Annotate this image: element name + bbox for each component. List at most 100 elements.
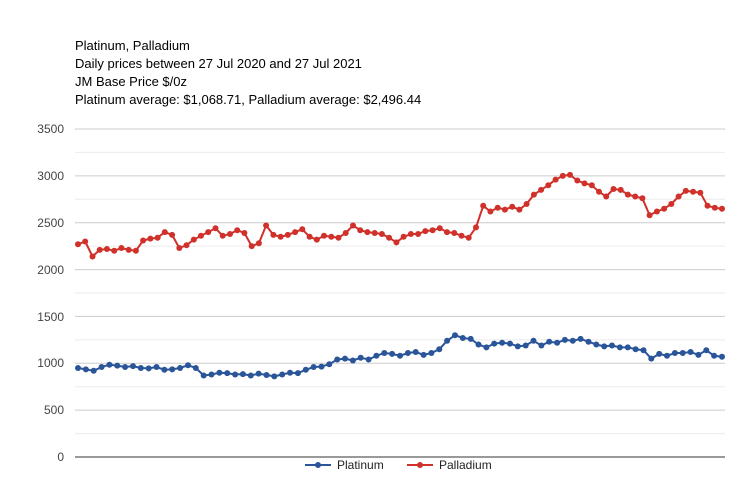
- data-point[interactable]: [420, 351, 427, 358]
- data-point[interactable]: [342, 230, 349, 236]
- data-point[interactable]: [444, 229, 450, 236]
- data-point[interactable]: [205, 229, 212, 236]
- data-point[interactable]: [596, 188, 602, 195]
- data-point[interactable]: [200, 372, 207, 379]
- data-point[interactable]: [349, 357, 356, 364]
- data-point[interactable]: [313, 236, 320, 243]
- data-point[interactable]: [75, 365, 81, 371]
- data-point[interactable]: [326, 361, 333, 368]
- data-point[interactable]: [386, 234, 393, 241]
- data-point[interactable]: [137, 365, 144, 371]
- data-point[interactable]: [224, 370, 231, 377]
- data-point[interactable]: [487, 208, 494, 215]
- data-point[interactable]: [263, 222, 270, 229]
- data-point[interactable]: [704, 202, 711, 209]
- data-point[interactable]: [480, 202, 487, 209]
- data-point[interactable]: [554, 339, 561, 346]
- data-point[interactable]: [648, 355, 655, 362]
- data-point[interactable]: [475, 341, 482, 348]
- data-point[interactable]: [185, 362, 191, 369]
- data-point[interactable]: [114, 362, 121, 369]
- data-point[interactable]: [161, 366, 168, 373]
- data-point[interactable]: [393, 239, 400, 246]
- data-point[interactable]: [294, 370, 301, 377]
- data-point[interactable]: [661, 205, 668, 212]
- data-point[interactable]: [299, 226, 306, 233]
- data-point[interactable]: [153, 364, 160, 370]
- data-point[interactable]: [509, 203, 516, 210]
- data-point[interactable]: [306, 233, 313, 240]
- data-point[interactable]: [428, 350, 435, 356]
- data-point[interactable]: [653, 208, 660, 215]
- data-point[interactable]: [103, 246, 110, 252]
- data-point[interactable]: [656, 350, 663, 357]
- data-point[interactable]: [703, 347, 710, 354]
- data-point[interactable]: [538, 342, 545, 349]
- data-point[interactable]: [412, 349, 419, 355]
- data-point[interactable]: [711, 352, 718, 359]
- data-point[interactable]: [697, 189, 704, 196]
- data-point[interactable]: [122, 364, 129, 370]
- data-point[interactable]: [545, 182, 552, 189]
- data-point[interactable]: [719, 205, 725, 212]
- data-point[interactable]: [271, 373, 278, 380]
- data-point[interactable]: [514, 343, 521, 350]
- data-point[interactable]: [664, 352, 670, 359]
- data-point[interactable]: [334, 356, 341, 363]
- data-point[interactable]: [690, 188, 697, 195]
- data-point[interactable]: [458, 232, 465, 239]
- data-point[interactable]: [89, 253, 96, 260]
- data-point[interactable]: [140, 237, 147, 244]
- data-point[interactable]: [585, 338, 592, 345]
- data-point[interactable]: [118, 245, 125, 251]
- data-point[interactable]: [436, 346, 443, 353]
- legend-item-palladium[interactable]: Palladium: [407, 458, 492, 472]
- data-point[interactable]: [400, 233, 407, 240]
- data-point[interactable]: [452, 332, 458, 339]
- data-point[interactable]: [522, 342, 529, 349]
- data-point[interactable]: [603, 193, 610, 200]
- data-point[interactable]: [190, 236, 197, 243]
- data-point[interactable]: [436, 225, 443, 232]
- data-point[interactable]: [350, 222, 356, 229]
- data-point[interactable]: [125, 246, 132, 253]
- data-point[interactable]: [389, 350, 396, 357]
- data-point[interactable]: [429, 227, 436, 234]
- data-point[interactable]: [378, 231, 385, 237]
- data-point[interactable]: [241, 230, 248, 236]
- data-point[interactable]: [90, 367, 97, 374]
- data-point[interactable]: [310, 364, 317, 370]
- data-point[interactable]: [516, 206, 523, 213]
- data-point[interactable]: [581, 180, 588, 187]
- data-point[interactable]: [279, 371, 286, 378]
- data-point[interactable]: [473, 224, 479, 231]
- data-point[interactable]: [577, 335, 584, 342]
- data-point[interactable]: [507, 340, 513, 347]
- data-point[interactable]: [154, 234, 161, 241]
- data-point[interactable]: [277, 233, 284, 240]
- data-point[interactable]: [530, 337, 537, 344]
- data-point[interactable]: [255, 370, 262, 377]
- data-point[interactable]: [111, 247, 118, 254]
- data-point[interactable]: [523, 201, 530, 207]
- data-point[interactable]: [499, 339, 506, 346]
- data-point[interactable]: [365, 356, 372, 363]
- data-point[interactable]: [632, 346, 639, 353]
- data-point[interactable]: [234, 227, 241, 234]
- data-point[interactable]: [75, 241, 81, 248]
- data-point[interactable]: [588, 182, 595, 189]
- data-point[interactable]: [695, 351, 702, 358]
- data-point[interactable]: [675, 193, 682, 200]
- data-point[interactable]: [538, 186, 545, 193]
- data-point[interactable]: [248, 243, 255, 250]
- data-point[interactable]: [132, 247, 139, 254]
- data-point[interactable]: [198, 232, 204, 239]
- data-point[interactable]: [130, 363, 136, 370]
- data-point[interactable]: [357, 354, 364, 361]
- data-point[interactable]: [404, 350, 411, 356]
- data-point[interactable]: [668, 201, 675, 207]
- data-point[interactable]: [501, 206, 508, 213]
- data-point[interactable]: [617, 186, 624, 193]
- data-point[interactable]: [640, 347, 647, 354]
- data-point[interactable]: [624, 344, 631, 351]
